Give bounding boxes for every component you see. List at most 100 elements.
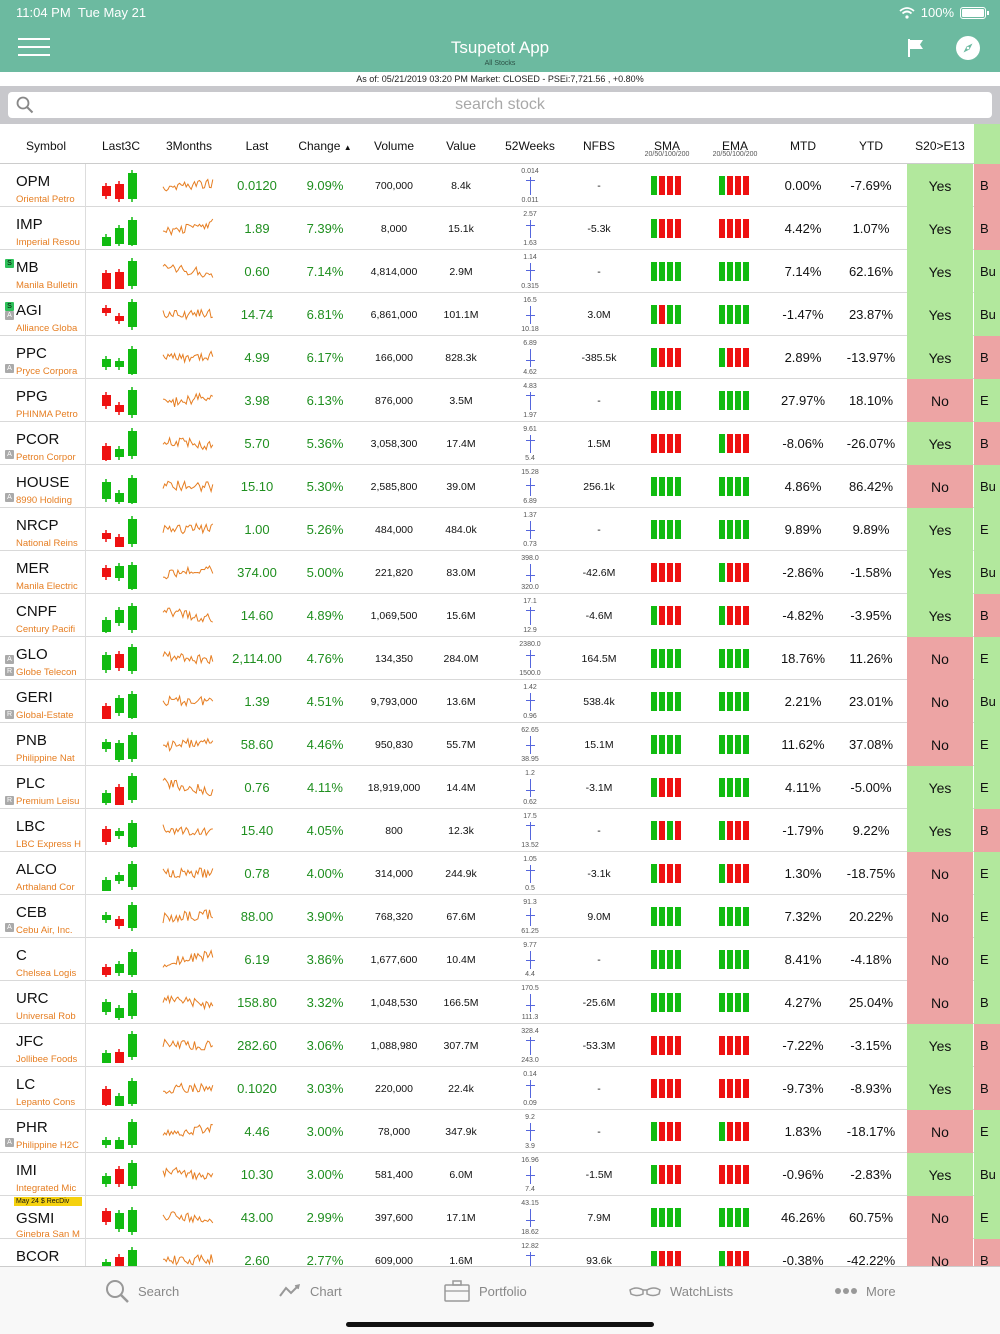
table-row[interactable]: PHR Philippine H2C A 4.46 3.00% 78,000 347.9k 9… [0,1110,1000,1153]
symbol-cell[interactable]: BCORBerjaya Philip [0,1239,86,1266]
table-row[interactable]: MER Manila Electric 374.00 5.00% 221,820 83.0… [0,551,1000,594]
table-row[interactable]: JFC Jollibee Foods 282.60 3.06% 1,088,980 307… [0,1024,1000,1067]
column-header-nfbs[interactable]: NFBS [565,124,633,164]
symbol-cell[interactable]: OPM Oriental Petro [0,164,86,207]
hamburger-menu-icon[interactable] [18,38,50,58]
nfbs: 256.1k [565,465,633,508]
symbol-cell[interactable]: PPG PHINMA Petro [0,379,86,422]
indicator-bar [735,692,741,711]
symbol-cell[interactable]: PPC Pryce Corpora A [0,336,86,379]
volume-text: 4,814,000 [370,266,418,278]
column-header-52weeks[interactable]: 52Weeks [500,124,560,164]
symbol-cell[interactable]: PNB Philippine Nat [0,723,86,766]
symbol-cell[interactable]: LC Lepanto Cons [0,1067,86,1110]
table-row[interactable]: PNB Philippine Nat 58.60 4.46% 950,830 55.7M 6… [0,723,1000,766]
table-row[interactable]: GLO Globe Telecon A R 2,114.00 4.76% 134,350 28… [0,637,1000,680]
symbol-cell[interactable]: AGI Alliance Globa S A [0,293,86,336]
sparkline-path [163,1082,214,1094]
table-row[interactable]: CEB Cebu Air, Inc. A 88.00 3.90% 768,320 67.6M… [0,895,1000,938]
column-header-last3c[interactable]: Last3C [92,124,150,164]
indicator-bar [719,262,725,281]
symbol-cell[interactable]: PCOR Petron Corpor A [0,422,86,465]
table-row[interactable]: IMP Imperial Resou 1.89 7.39% 8,000 15.1k 2.57… [0,207,1000,250]
column-header-label: Last [245,139,269,153]
table-row[interactable]: NRCP National Reins 1.00 5.26% 484,000 484.0k… [0,508,1000,551]
table-row[interactable]: PLC Premium Leisu R 0.76 4.11% 18,919,000 14.4… [0,766,1000,809]
symbol-cell[interactable]: IMP Imperial Resou [0,207,86,250]
indicator-bar [651,907,657,926]
search-input[interactable] [8,92,992,118]
column-header-mtd[interactable]: MTD [769,124,837,164]
symbol-cell[interactable]: JFC Jollibee Foods [0,1024,86,1067]
symbol-cell[interactable]: MER Manila Electric [0,551,86,594]
nfbs-text: 164.5M [581,653,617,665]
column-header-label: 3Months [165,139,213,153]
value: 101.1M [430,293,492,336]
symbol-cell[interactable]: GSMI Ginebra San M May 24 $ RecDiv [0,1196,86,1240]
column-header-ema[interactable]: EMA 20/50/100/200 [701,124,769,164]
column-header-s20[interactable]: S20>E13 [907,124,973,164]
last3c-candlestick-chart [102,258,137,289]
symbol-cell[interactable]: CEB Cebu Air, Inc. A [0,895,86,938]
table-row[interactable]: GERI Global-Estate R 1.39 4.51% 9,793,000 13.6… [0,680,1000,723]
symbol-cell[interactable]: CNPF Century Pacifi [0,594,86,637]
symbol-cell[interactable]: MB Manila Bulletin S [0,250,86,293]
table-row[interactable]: IMI Integrated Mic 10.30 3.00% 581,400 6.0M 16… [0,1153,1000,1196]
table-row[interactable]: HOUSE 8990 Holding A 15.10 5.30% 2,585,800 39.… [0,465,1000,508]
tab-search[interactable]: Search [104,1279,179,1303]
column-header-last[interactable]: Last [224,124,290,164]
table-row[interactable]: OPM Oriental Petro 0.0120 9.09% 700,000 8.4k 0… [0,164,1000,207]
table-row[interactable]: PPC Pryce Corpora A 4.99 6.17% 166,000 828.3k 6… [0,336,1000,379]
column-header-change[interactable]: Change ▲ [292,124,358,164]
tab-more[interactable]: More [834,1279,896,1303]
indicator-bar [743,520,749,539]
table-row[interactable]: CNPF Century Pacifi 14.60 4.89% 1,069,500 15.… [0,594,1000,637]
symbol-cell[interactable]: GLO Globe Telecon A R [0,637,86,680]
symbol-cell[interactable]: PHR Philippine H2C A [0,1110,86,1153]
table-row[interactable]: ALCO Arthaland Cor 0.78 4.00% 314,000 244.9k 1… [0,852,1000,895]
last3c-cell [100,551,140,594]
table-row[interactable]: PCOR Petron Corpor A 5.70 5.36% 3,058,300 17.4… [0,422,1000,465]
sma-indicator [651,465,683,508]
symbol-cell[interactable]: GERI Global-Estate R [0,680,86,723]
tab-chart[interactable]: Chart [278,1279,342,1303]
column-header-volume[interactable]: Volume [358,124,430,164]
table-row[interactable]: LC Lepanto Cons 0.1020 3.03% 220,000 22.4k 0.1… [0,1067,1000,1110]
52weeks-marker [526,915,535,916]
symbol-cell[interactable]: NRCP National Reins [0,508,86,551]
symbol-cell[interactable]: URC Universal Rob [0,981,86,1024]
symbol-cell[interactable]: ALCO Arthaland Cor [0,852,86,895]
table-row[interactable]: C Chelsea Logis 6.19 3.86% 1,677,600 10.4M 9.7… [0,938,1000,981]
table-row[interactable]: LBC LBC Express H 15.40 4.05% 800 12.3k 17.5 13… [0,809,1000,852]
sma-indicator [651,551,683,594]
column-header-3months[interactable]: 3Months [155,124,223,164]
column-header-ytd[interactable]: YTD [837,124,905,164]
column-header-value[interactable]: Value [430,124,492,164]
symbol-cell[interactable]: PLC Premium Leisu R [0,766,86,809]
table-row[interactable]: MB Manila Bulletin S 0.60 7.14% 4,814,000 2.9M… [0,250,1000,293]
table-row[interactable]: BCORBerjaya Philip 2.60 2.77% 609,000 1.6M 12… [0,1239,1000,1266]
candle-body [102,915,111,920]
flag-icon[interactable] [906,38,926,58]
tab-watchlists[interactable]: WatchLists [628,1279,733,1303]
ytd: 86.42% [837,465,905,508]
column-header-symbol[interactable]: Symbol [0,124,92,164]
compass-icon[interactable] [956,36,980,60]
table-row[interactable]: URC Universal Rob 158.80 3.32% 1,048,530 166.… [0,981,1000,1024]
52weeks-range: 6.89 4.62 [505,336,555,379]
table-row[interactable]: PPG PHINMA Petro 3.98 6.13% 876,000 3.5M 4.83 1… [0,379,1000,422]
indicator-bar [675,477,681,496]
symbol-cell[interactable]: IMI Integrated Mic [0,1153,86,1196]
symbol-cell[interactable]: LBC LBC Express H [0,809,86,852]
table-row[interactable]: GSMI Ginebra San M May 24 $ RecDiv 43.00 2.9… [0,1196,1000,1240]
indicator-bar [727,477,733,496]
symbol-cell[interactable]: HOUSE 8990 Holding A [0,465,86,508]
indicator-bar [735,821,741,840]
mtd: -4.82% [769,594,837,637]
tab-label: WatchLists [670,1283,734,1299]
table-row[interactable]: AGI Alliance Globa S A 14.74 6.81% 6,861,000 10… [0,293,1000,336]
symbol-cell[interactable]: C Chelsea Logis [0,938,86,981]
tab-portfolio[interactable]: Portfolio [443,1279,527,1303]
last3c-candlestick-chart [102,387,137,418]
column-header-sma[interactable]: SMA 20/50/100/200 [633,124,701,164]
